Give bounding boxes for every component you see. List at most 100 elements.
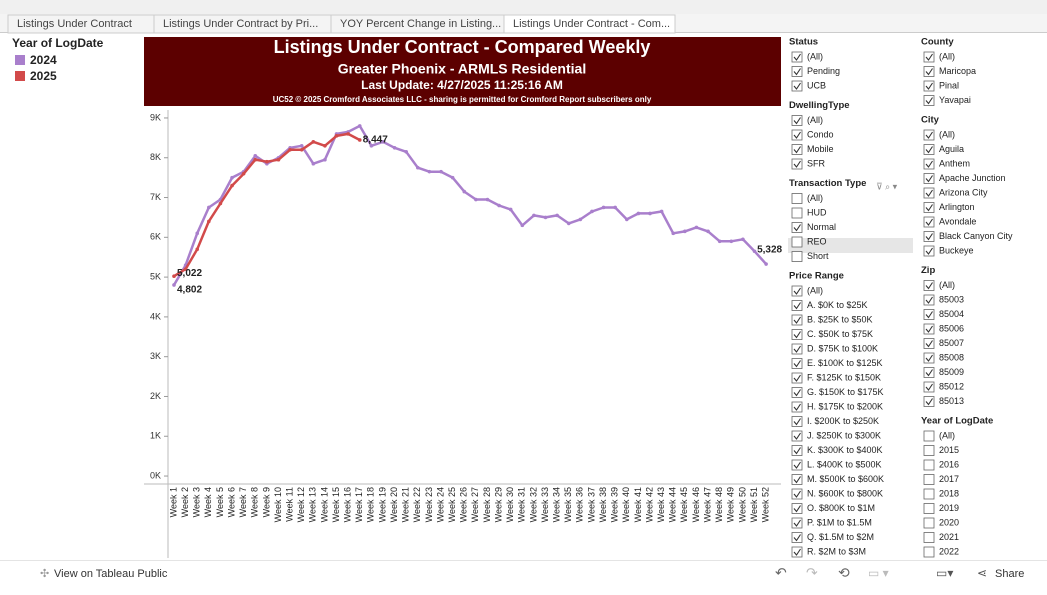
tab[interactable] xyxy=(503,14,676,34)
filter-option[interactable]: 2018 xyxy=(939,488,959,498)
checkbox[interactable] xyxy=(923,231,935,242)
filter-option[interactable]: Yavapai xyxy=(939,95,971,105)
filter-option[interactable]: D. $75K to $100K xyxy=(807,343,878,353)
checkbox[interactable] xyxy=(923,338,935,349)
filter-option[interactable]: E. $100K to $125K xyxy=(807,358,883,368)
filter-option[interactable]: (All) xyxy=(939,430,955,440)
checkbox[interactable] xyxy=(791,129,803,141)
filter-option[interactable]: 2016 xyxy=(939,459,959,469)
filter-option[interactable]: 85004 xyxy=(939,309,964,319)
filter-option[interactable]: Arizona City xyxy=(939,187,988,197)
checkbox[interactable] xyxy=(923,503,935,514)
checkbox[interactable] xyxy=(923,245,935,257)
checkbox[interactable] xyxy=(923,430,935,442)
checkbox[interactable] xyxy=(791,80,803,92)
checkbox[interactable] xyxy=(923,173,935,184)
filter-option[interactable]: 2020 xyxy=(939,517,959,527)
filter-option[interactable]: Condo xyxy=(807,129,834,139)
checkbox[interactable] xyxy=(791,285,803,297)
undo-button[interactable]: ↶ xyxy=(775,565,787,581)
filter-option[interactable]: SFR xyxy=(807,158,826,168)
device-button[interactable]: ▭▾ xyxy=(936,566,953,580)
checkbox[interactable] xyxy=(791,459,803,471)
checkbox[interactable] xyxy=(923,323,935,335)
checkbox[interactable] xyxy=(791,387,803,398)
filter-option[interactable]: Aguila xyxy=(939,144,964,154)
checkbox[interactable] xyxy=(923,95,935,106)
checkbox[interactable] xyxy=(923,517,935,529)
tab-label[interactable]: Listings Under Contract by Pri... xyxy=(163,18,318,30)
checkbox[interactable] xyxy=(923,532,935,543)
checkbox[interactable] xyxy=(791,236,803,248)
filter-option[interactable]: P. $1M to $1.5M xyxy=(807,517,872,527)
checkbox[interactable] xyxy=(791,416,803,427)
filter-option[interactable]: Avondale xyxy=(939,216,976,226)
checkbox[interactable] xyxy=(923,294,935,306)
checkbox[interactable] xyxy=(923,352,935,364)
checkbox[interactable] xyxy=(923,445,935,456)
checkbox[interactable] xyxy=(791,193,803,204)
filter-option[interactable]: H. $175K to $200K xyxy=(807,401,883,411)
filter-option[interactable]: 85009 xyxy=(939,367,964,377)
checkbox[interactable] xyxy=(923,144,935,155)
refresh-button[interactable]: ▭ ▾ xyxy=(868,566,889,580)
checkbox[interactable] xyxy=(791,158,803,170)
filter-option[interactable]: L. $400K to $500K xyxy=(807,459,882,469)
filter-option[interactable]: Buckeye xyxy=(939,245,974,255)
revert-button[interactable]: ⟲ xyxy=(838,565,850,581)
tab-label[interactable]: Listings Under Contract xyxy=(17,18,132,30)
filter-option[interactable]: (All) xyxy=(939,51,955,61)
filter-option[interactable]: (All) xyxy=(939,280,955,290)
checkbox[interactable] xyxy=(791,144,803,155)
checkbox[interactable] xyxy=(791,329,803,340)
checkbox[interactable] xyxy=(923,546,935,558)
checkbox[interactable] xyxy=(791,314,803,326)
filter-option[interactable]: F. $125K to $150K xyxy=(807,372,881,382)
filter-option[interactable]: Black Canyon City xyxy=(939,231,1013,241)
checkbox[interactable] xyxy=(791,343,803,355)
checkbox[interactable] xyxy=(791,546,803,558)
filter-option[interactable]: K. $300K to $400K xyxy=(807,445,883,455)
filter-option[interactable]: (All) xyxy=(807,51,823,61)
checkbox[interactable] xyxy=(791,222,803,233)
checkbox[interactable] xyxy=(791,300,803,311)
checkbox[interactable] xyxy=(791,503,803,514)
checkbox[interactable] xyxy=(791,251,803,262)
filter-option[interactable]: 85007 xyxy=(939,338,964,348)
checkbox[interactable] xyxy=(791,532,803,543)
checkbox[interactable] xyxy=(923,309,935,320)
filter-option[interactable]: C. $50K to $75K xyxy=(807,329,873,339)
filter-tools[interactable]: ⊽ ⌕ ▾ xyxy=(876,181,898,191)
checkbox[interactable] xyxy=(791,51,803,63)
checkbox[interactable] xyxy=(791,430,803,442)
checkbox[interactable] xyxy=(923,187,935,199)
filter-option[interactable]: 85003 xyxy=(939,294,964,304)
filter-option[interactable]: HUD xyxy=(807,207,827,217)
filter-option[interactable]: Arlington xyxy=(939,202,975,212)
checkbox[interactable] xyxy=(923,216,935,228)
filter-option[interactable]: Pinal xyxy=(939,80,959,90)
tableau-public-link[interactable]: View on Tableau Public xyxy=(54,568,168,580)
checkbox[interactable] xyxy=(923,158,935,170)
filter-option[interactable]: I. $200K to $250K xyxy=(807,416,879,426)
checkbox[interactable] xyxy=(791,115,803,126)
filter-option[interactable]: M. $500K to $600K xyxy=(807,474,884,484)
filter-option[interactable]: 85008 xyxy=(939,352,964,362)
filter-option[interactable]: 85012 xyxy=(939,381,964,391)
redo-button[interactable]: ↷ xyxy=(806,565,818,581)
checkbox[interactable] xyxy=(923,367,935,378)
checkbox[interactable] xyxy=(923,66,935,77)
checkbox[interactable] xyxy=(923,129,935,141)
filter-option[interactable]: Normal xyxy=(807,222,836,232)
filter-option[interactable]: B. $25K to $50K xyxy=(807,314,873,324)
checkbox[interactable] xyxy=(923,474,935,485)
checkbox[interactable] xyxy=(923,280,935,291)
checkbox[interactable] xyxy=(923,80,935,92)
filter-option[interactable]: G. $150K to $175K xyxy=(807,387,884,397)
filter-option[interactable]: 2015 xyxy=(939,445,959,455)
checkbox[interactable] xyxy=(791,207,803,219)
filter-option[interactable]: 85006 xyxy=(939,323,964,333)
checkbox[interactable] xyxy=(791,372,803,384)
filter-option[interactable]: O. $800K to $1M xyxy=(807,503,875,513)
checkbox[interactable] xyxy=(923,51,935,63)
